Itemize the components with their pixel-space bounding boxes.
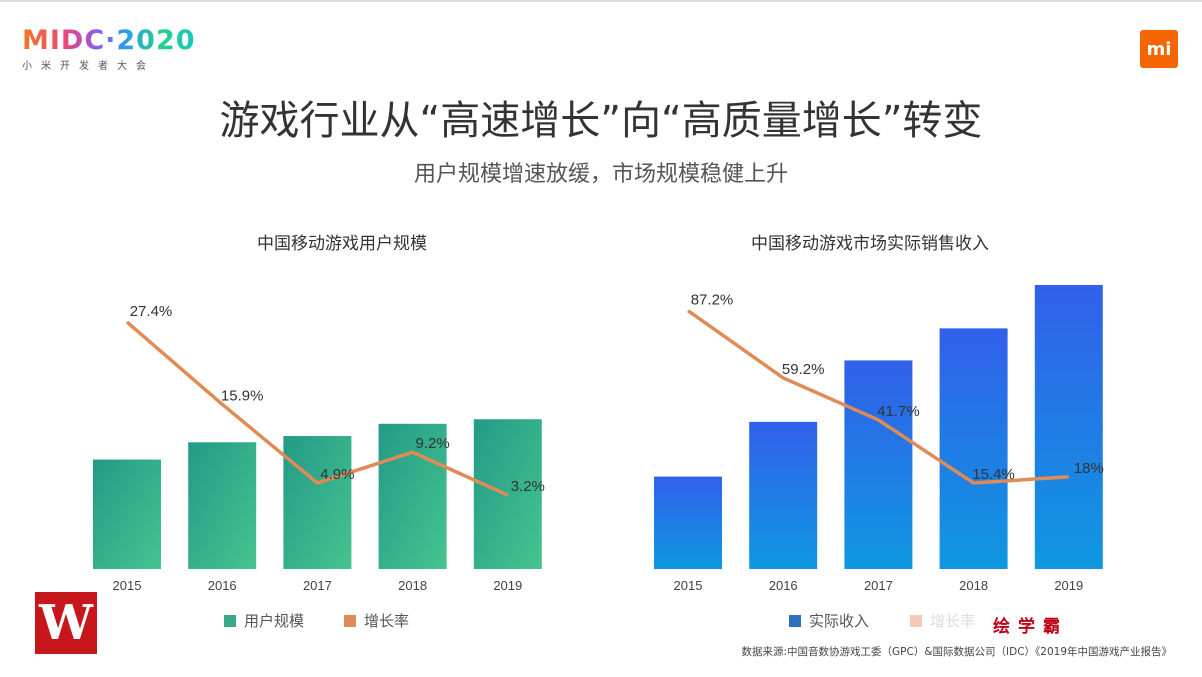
bar-2017 <box>283 436 352 569</box>
growth-label: 59.2% <box>782 361 825 378</box>
bar-2015 <box>654 476 722 569</box>
x-tick-label: 2019 <box>493 578 522 593</box>
x-tick-label: 2017 <box>303 578 332 593</box>
growth-line <box>686 309 1069 485</box>
growth-line <box>125 320 509 497</box>
growth-label: 27.4% <box>130 303 173 320</box>
mi-logo-icon: mi <box>1140 30 1178 68</box>
left-chart-title: 中国移动游戏用户规模 <box>257 234 427 254</box>
bar-2015 <box>93 459 161 569</box>
bar-2017 <box>844 360 913 569</box>
x-tick-label: 2019 <box>1054 578 1083 593</box>
x-tick-label: 2018 <box>959 578 988 593</box>
bar-2018 <box>378 423 447 569</box>
corner-logo-icon: W <box>35 592 97 654</box>
bar-2019 <box>1034 285 1103 569</box>
x-tick-label: 2015 <box>113 578 142 593</box>
midc-logo: MIDC·2020 小米开发者大会 <box>22 25 196 73</box>
growth-label: 9.2% <box>415 435 449 452</box>
right-legend-growth: 增长率 <box>910 610 975 631</box>
left-legend-users: 用户规模 <box>224 610 304 631</box>
growth-label: 41.7% <box>877 403 920 420</box>
logo-sub: 小米开发者大会 <box>22 61 155 72</box>
growth-label: 87.2% <box>691 292 734 309</box>
right-legend-revenue: 实际收入 <box>789 610 869 631</box>
logo-main: MIDC·2020 <box>22 25 196 56</box>
legend-label: 增长率 <box>930 612 976 630</box>
growth-label: 15.4% <box>972 466 1015 483</box>
growth-label: 18% <box>1074 460 1104 477</box>
legend-swatch <box>344 614 356 627</box>
bar-2016 <box>749 421 818 569</box>
right-chart-title: 中国移动游戏市场实际销售收入 <box>751 234 989 254</box>
legend-swatch <box>910 614 922 627</box>
legend-label: 实际收入 <box>809 612 870 630</box>
legend-label: 用户规模 <box>244 612 305 630</box>
legend-swatch <box>789 614 801 627</box>
x-tick-label: 2018 <box>398 578 427 593</box>
slide-subtitle: 用户规模增速放缓，市场规模稳健上升 <box>413 162 788 187</box>
legend-label: 增长率 <box>364 612 410 630</box>
x-tick-label: 2015 <box>674 578 703 593</box>
watermark: 绘学霸 <box>993 617 1068 637</box>
x-tick-label: 2017 <box>864 578 893 593</box>
x-tick-label: 2016 <box>769 578 798 593</box>
slide-title: 游戏行业从“高速增长”向“高质量增长”转变 <box>219 98 983 144</box>
growth-label: 3.2% <box>511 478 545 495</box>
x-tick-label: 2016 <box>208 578 237 593</box>
growth-label: 4.9% <box>320 466 354 483</box>
left-legend-growth: 增长率 <box>344 610 409 631</box>
growth-label: 15.9% <box>221 387 264 404</box>
bar-2016 <box>188 442 257 569</box>
legend-swatch <box>224 614 236 627</box>
bar-2018 <box>939 328 1008 569</box>
data-source: 数据来源:中国音数协游戏工委（GPC）&国际数据公司（IDC）《2019年中国游… <box>741 646 1172 658</box>
